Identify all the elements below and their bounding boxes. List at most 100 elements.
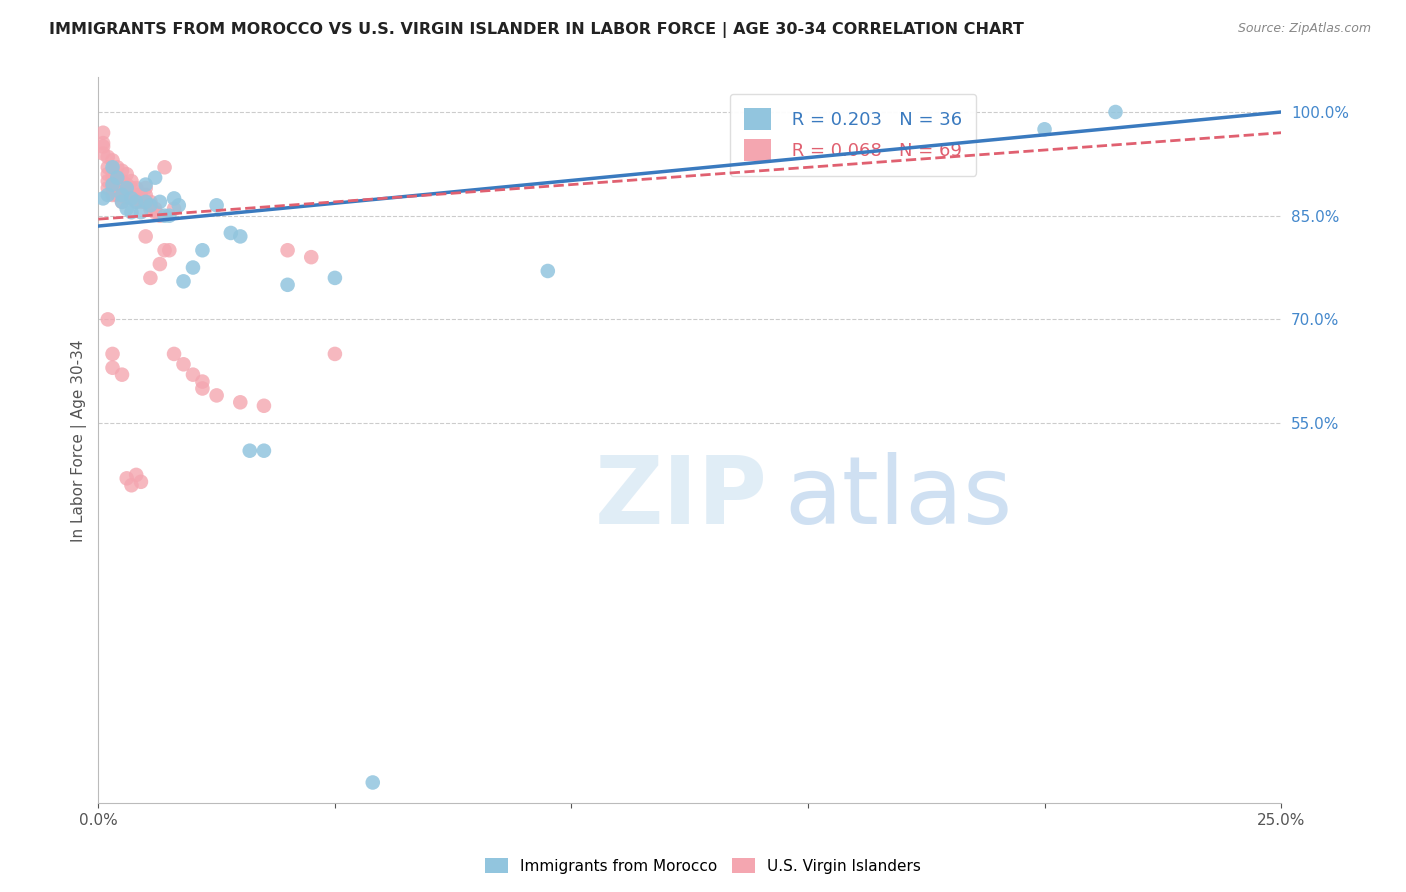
Point (173, 274, 195, 288)
Point (121, 174, 143, 188)
Point (105, 170, 128, 185)
Point (101, 161, 124, 175)
Point (111, 188, 134, 202)
Point (91, 136, 114, 150)
Point (153, 161, 176, 175)
Point (191, 375, 214, 389)
Point (229, 229, 252, 244)
Point (115, 185, 138, 199)
Point (115, 178, 138, 192)
Point (121, 205, 143, 219)
Y-axis label: In Labor Force | Age 30-34: In Labor Force | Age 30-34 (72, 339, 87, 541)
Point (205, 388, 228, 402)
Point (91, 139, 114, 153)
Point (111, 188, 134, 202)
Point (253, 399, 276, 413)
Point (135, 194, 157, 209)
Point (135, 194, 157, 209)
Point (101, 178, 124, 192)
Point (149, 257, 172, 271)
Point (139, 202, 162, 216)
Point (181, 260, 204, 275)
Point (91, 146, 114, 161)
Point (115, 181, 138, 195)
Text: IMMIGRANTS FROM MOROCCO VS U.S. VIRGIN ISLANDER IN LABOR FORCE | AGE 30-34 CORRE: IMMIGRANTS FROM MOROCCO VS U.S. VIRGIN I… (49, 22, 1024, 38)
Point (129, 194, 152, 209)
Point (157, 209, 180, 223)
Point (143, 205, 166, 219)
Point (143, 170, 166, 185)
Point (111, 194, 134, 209)
Point (129, 205, 152, 219)
Point (181, 368, 204, 382)
Point (125, 467, 148, 482)
Point (1033, 122, 1056, 136)
Point (125, 194, 148, 209)
Point (361, 775, 384, 789)
Point (167, 198, 190, 212)
Point (163, 191, 186, 205)
Point (191, 382, 214, 396)
Point (157, 244, 180, 258)
Point (173, 357, 195, 371)
Point (135, 178, 157, 192)
Point (239, 443, 262, 458)
Point (97, 161, 120, 175)
Point (139, 271, 162, 285)
Point (101, 153, 124, 168)
Point (101, 347, 124, 361)
Point (91, 126, 114, 140)
Point (139, 194, 162, 209)
Point (97, 188, 120, 202)
Point (97, 312, 120, 326)
Point (115, 191, 138, 205)
Point (125, 181, 148, 195)
Point (163, 347, 186, 361)
Point (101, 163, 124, 178)
Point (115, 167, 138, 181)
Point (115, 202, 138, 216)
Point (299, 250, 322, 264)
Text: ZIP: ZIP (595, 452, 768, 544)
Point (277, 277, 299, 292)
Point (111, 163, 134, 178)
Point (101, 188, 124, 202)
Point (163, 202, 186, 216)
Point (323, 271, 346, 285)
Point (121, 181, 143, 195)
Point (149, 209, 172, 223)
Point (101, 181, 124, 195)
Point (97, 167, 120, 181)
Point (153, 209, 176, 223)
Point (121, 478, 143, 492)
Point (105, 161, 128, 175)
Text: Source: ZipAtlas.com: Source: ZipAtlas.com (1237, 22, 1371, 36)
Point (191, 244, 214, 258)
Point (101, 170, 124, 185)
Point (105, 188, 128, 202)
Point (143, 202, 166, 216)
Point (105, 170, 128, 185)
Point (135, 229, 157, 244)
Point (323, 347, 346, 361)
Point (229, 395, 252, 409)
Point (115, 471, 138, 485)
Point (277, 244, 299, 258)
Point (153, 244, 176, 258)
Point (121, 188, 143, 202)
Point (125, 194, 148, 209)
Point (111, 368, 134, 382)
Point (135, 188, 157, 202)
Point (121, 191, 143, 205)
Text: atlas: atlas (785, 452, 1012, 544)
Point (135, 181, 157, 195)
Point (97, 174, 120, 188)
Point (111, 181, 134, 195)
Point (219, 226, 242, 240)
Point (139, 198, 162, 212)
Point (101, 360, 124, 375)
Point (149, 194, 172, 209)
Point (1104, 105, 1126, 120)
Point (129, 188, 152, 202)
Legend: Immigrants from Morocco, U.S. Virgin Islanders: Immigrants from Morocco, U.S. Virgin Isl… (478, 852, 928, 880)
